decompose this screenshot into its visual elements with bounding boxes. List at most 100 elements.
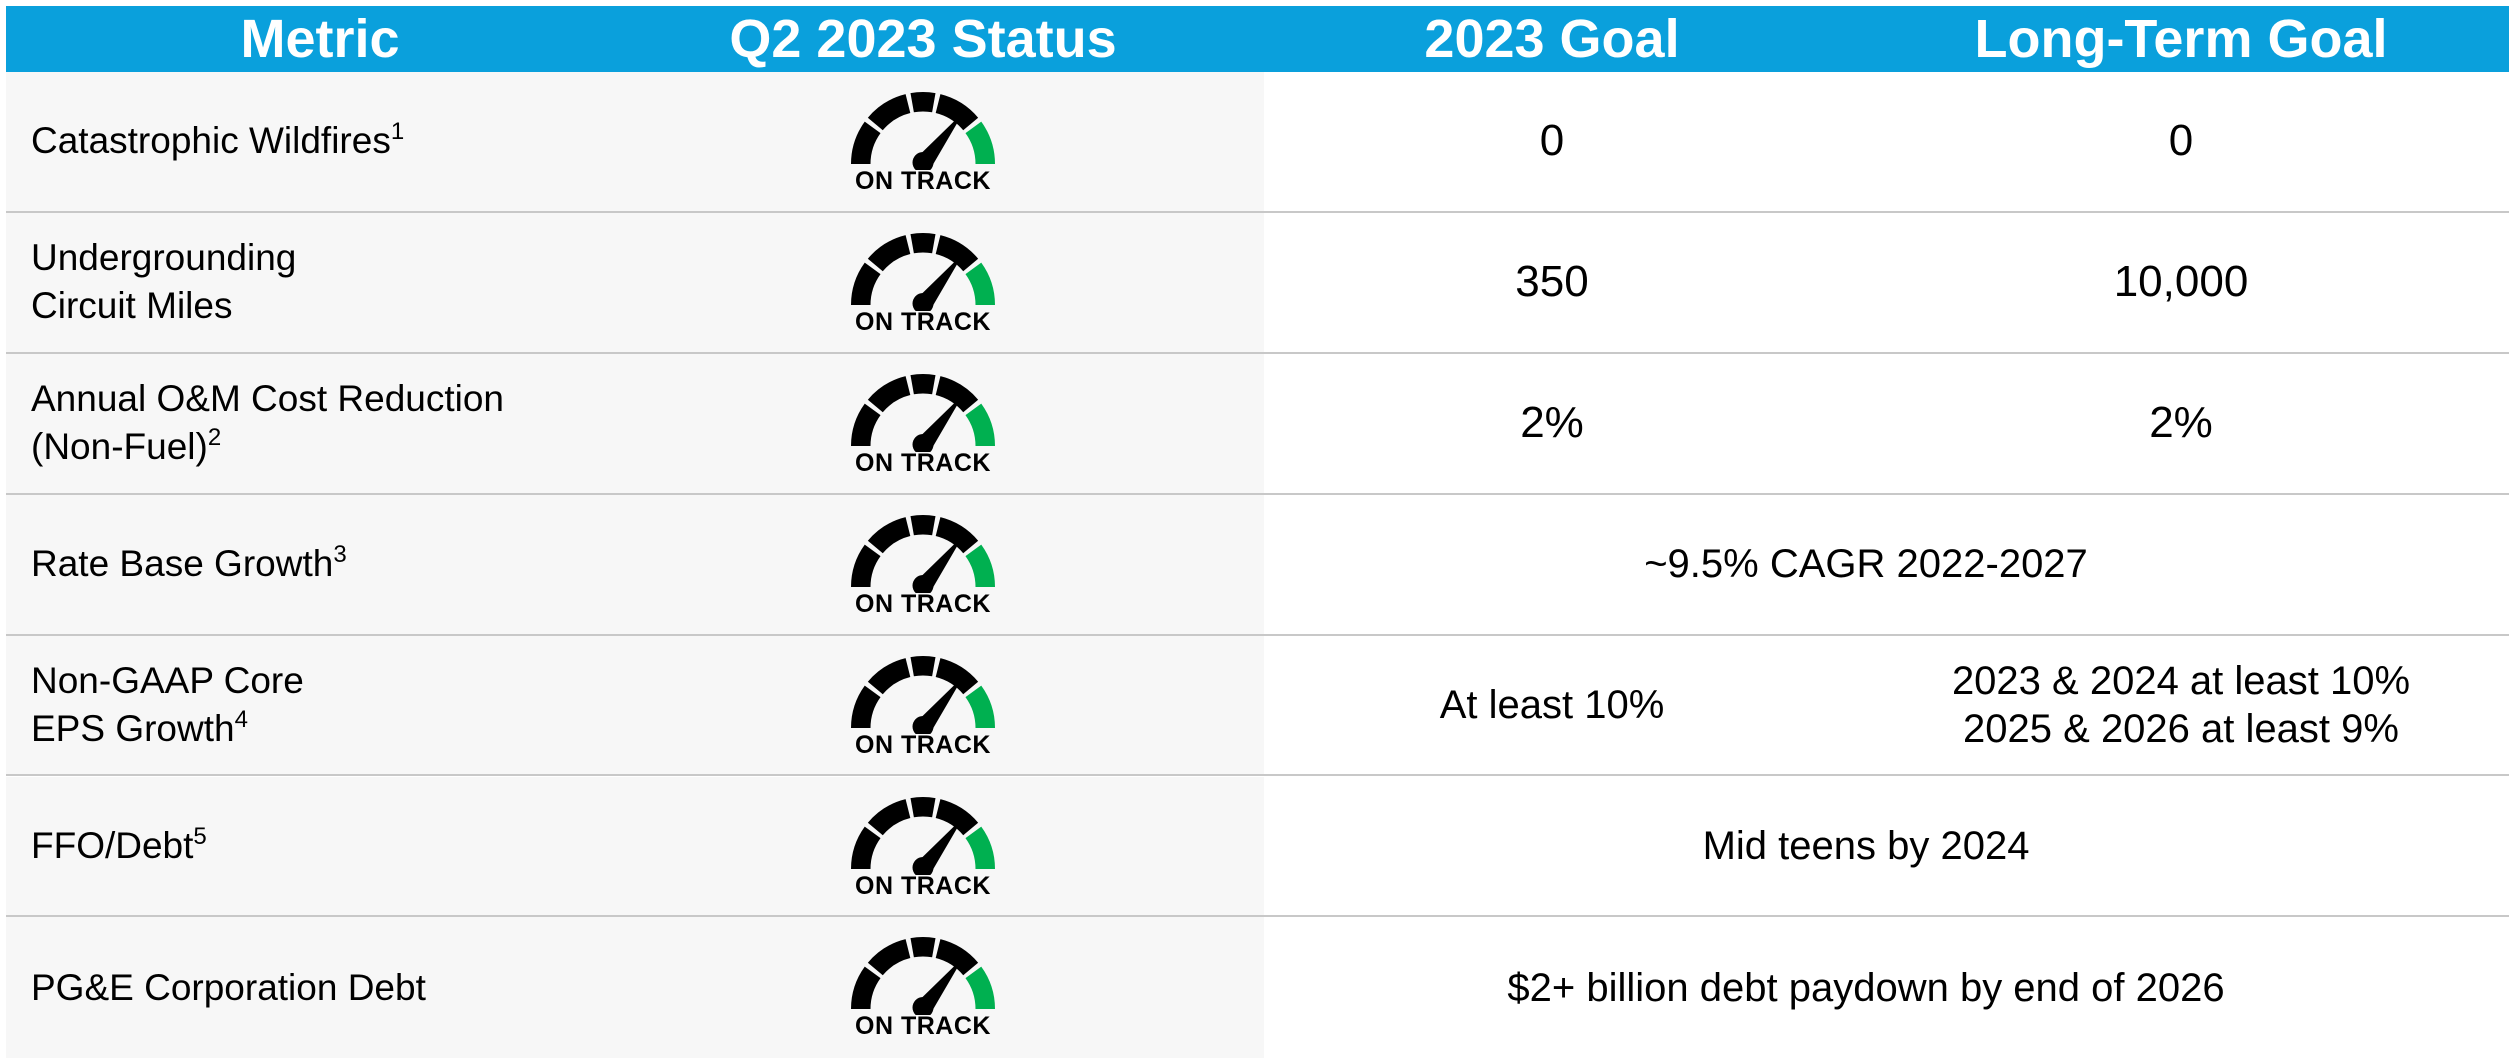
status-label: ON TRACK — [855, 307, 991, 336]
status-cell: ON TRACK — [845, 791, 1001, 899]
gauge-icon — [851, 796, 995, 875]
gauge-hub — [912, 433, 934, 452]
header-cell: Metric — [240, 9, 400, 69]
status-cell: ON TRACK — [845, 86, 1001, 194]
goal-text: 2025 & 2026 at least 9% — [1963, 707, 2399, 752]
row-background — [6, 72, 1264, 211]
status-label: ON TRACK — [855, 730, 991, 759]
metric-cell: Annual O&M Cost Reduction (Non-Fuel)2 — [31, 375, 504, 471]
footnote-marker: 3 — [333, 541, 347, 569]
metric-line: Non-GAAP Core — [31, 660, 304, 702]
footnote-marker: 4 — [234, 706, 248, 734]
gauge-segment — [867, 516, 911, 553]
goal-text: 2% — [1520, 398, 1584, 448]
gauge-icon — [851, 514, 995, 593]
gauge-segment — [851, 826, 881, 869]
gauge-segment — [965, 685, 995, 728]
header-cell: Q2 2023 Status — [729, 9, 1117, 69]
metric-cell: Undergrounding Circuit Miles — [31, 234, 296, 330]
table-row: Annual O&M Cost Reduction (Non-Fuel)2 ON T… — [6, 353, 2509, 495]
gauge-segment — [935, 235, 979, 272]
metric-cell: Non-GAAP Core EPS Growth4 — [31, 657, 304, 753]
table-row: Undergrounding Circuit Miles ON TRACK 350 10… — [6, 212, 2509, 354]
gauge-segment — [935, 516, 979, 553]
gauge-segment — [910, 232, 936, 254]
gauge-icon — [851, 232, 995, 311]
goal-cell: 2% — [2149, 399, 2213, 447]
row-background — [6, 776, 1264, 916]
gauge-segment — [867, 235, 911, 272]
row-background — [6, 353, 1264, 493]
gauge-hub — [912, 856, 934, 875]
gauge-segment — [867, 375, 911, 413]
metric-cell: FFO/Debt5 — [31, 822, 207, 870]
gauge-icon — [851, 92, 995, 170]
gauge-hub — [912, 574, 934, 593]
metric-cell: PG&E Corporation Debt — [31, 964, 426, 1012]
goal-cell: 0 — [2169, 117, 2193, 165]
goal-cell: $2+ billion debt paydown by end of 2026 — [1507, 964, 2224, 1012]
row-background — [6, 635, 1264, 775]
status-cell: ON TRACK — [845, 227, 1001, 335]
status-cell: ON TRACK — [845, 650, 1001, 758]
goal-text: $2+ billion debt paydown by end of 2026 — [1507, 965, 2225, 1010]
gauge-icon — [851, 937, 995, 1016]
goal-cell: 0 — [1540, 117, 1564, 165]
row-background — [6, 212, 1264, 352]
gauge-segment — [910, 373, 936, 395]
gauge-segment — [910, 92, 936, 113]
gauge-segment — [851, 262, 881, 305]
metric-line: PG&E Corporation Debt — [31, 966, 426, 1008]
gauge-segment — [851, 967, 881, 1010]
table-row: Rate Base Growth3 ON TRACK ~9.5% CAGR 2022… — [6, 494, 2509, 636]
status-label: ON TRACK — [855, 1012, 991, 1041]
gauge-segment — [851, 121, 881, 164]
table-row: Catastrophic Wildfires1 ON TRACK 0 0 — [6, 72, 2509, 213]
gauge-hub — [912, 997, 934, 1016]
goal-text: Mid teens by 2024 — [1702, 823, 2030, 868]
goal-text: 2023 & 2024 at least 10% — [1951, 659, 2411, 704]
gauge-segment — [910, 655, 936, 676]
status-cell: ON TRACK — [845, 368, 1001, 476]
gauge-segment — [965, 826, 995, 869]
gauge-segment — [935, 798, 979, 835]
gauge-icon — [851, 373, 995, 452]
gauge-segment — [935, 94, 979, 131]
gauge-icon — [851, 655, 995, 734]
gauge-segment — [867, 94, 911, 131]
goal-text: ~9.5% CAGR 2022-2027 — [1644, 542, 2088, 587]
gauge-segment — [851, 685, 881, 728]
goal-cell: ~9.5% CAGR 2022-2027 — [1644, 540, 2088, 588]
gauge-segment — [935, 939, 979, 976]
status-label: ON TRACK — [855, 448, 991, 477]
gauge-segment — [867, 657, 911, 694]
gauge-segment — [867, 939, 911, 976]
table-row: Non-GAAP Core EPS Growth4 ON TRACK At least… — [6, 635, 2509, 777]
table-row: PG&E Corporation Debt ON TRACK $2+ billion… — [6, 917, 2509, 1058]
goal-cell: 2023 & 2024 at least 10% 2025 & 2026 at l… — [1952, 657, 2410, 753]
gauge-segment — [965, 544, 995, 587]
footnote-marker: 2 — [207, 424, 222, 452]
metric-line: FFO/Debt5 — [31, 822, 207, 866]
goal-text: 2% — [2149, 398, 2213, 448]
gauge-hub — [912, 152, 934, 170]
gauge-segment — [965, 967, 995, 1010]
gauge-segment — [910, 514, 936, 535]
header-cell: Long-Term Goal — [1974, 9, 2388, 69]
header-cell: 2023 Goal — [1424, 9, 1680, 69]
goal-text: 0 — [1539, 116, 1565, 166]
goal-text: 350 — [1515, 257, 1589, 307]
metric-cell: Rate Base Growth3 — [31, 540, 347, 588]
metric-line: Catastrophic Wildfires1 — [31, 118, 405, 162]
goal-cell: 2% — [1520, 399, 1584, 447]
goal-text: 0 — [2168, 116, 2194, 166]
row-background — [6, 494, 1264, 634]
footnote-marker: 1 — [390, 118, 405, 146]
table-header: Metric Q2 2023 Status 2023 Goal Long-Term G… — [6, 6, 2509, 72]
metric-cell: Catastrophic Wildfires1 — [31, 117, 404, 165]
status-cell: ON TRACK — [845, 931, 1001, 1039]
status-label: ON TRACK — [855, 167, 991, 195]
goal-cell: 350 — [1515, 258, 1588, 306]
metric-line: Rate Base Growth3 — [31, 541, 347, 585]
